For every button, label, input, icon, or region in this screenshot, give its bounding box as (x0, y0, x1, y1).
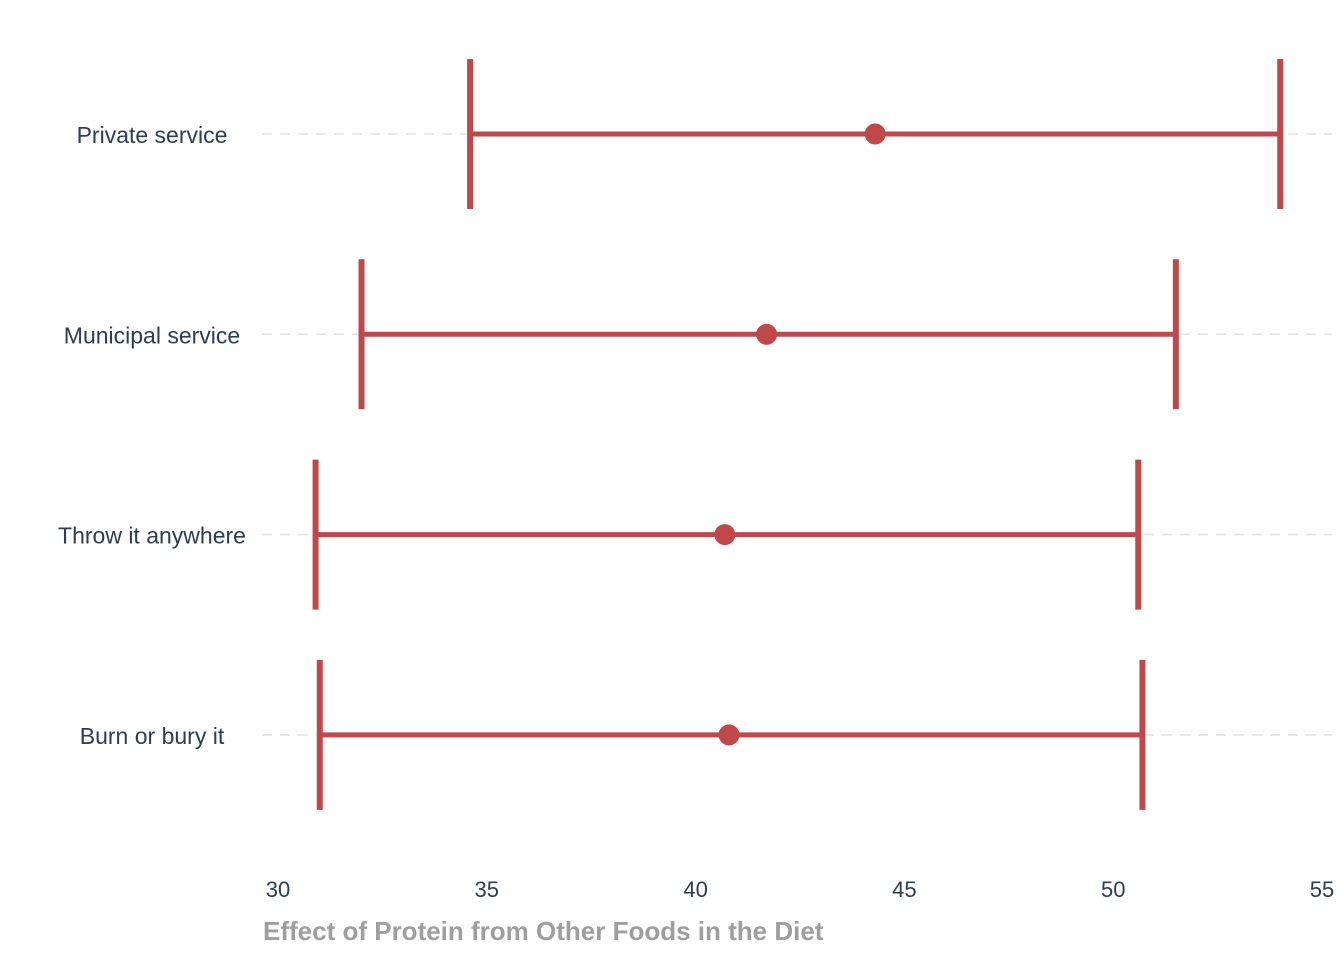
x-tick-label: 40 (683, 877, 707, 902)
x-tick-label: 35 (475, 877, 499, 902)
x-tick-label: 30 (266, 877, 290, 902)
category-label: Throw it anywhere (58, 523, 246, 549)
estimate-point (714, 524, 736, 546)
error-bars (312, 59, 1284, 810)
estimate-point (718, 724, 740, 746)
x-tick-label: 45 (892, 877, 916, 902)
category-label: Municipal service (64, 322, 240, 348)
x-tick-label: 55 (1310, 877, 1334, 902)
estimate-point (864, 123, 886, 145)
x-tick-label: 50 (1101, 877, 1125, 902)
category-labels: Private service Municipal service Throw it… (58, 122, 246, 749)
estimate-points (714, 123, 886, 746)
gridlines (262, 133, 1332, 736)
category-label: Burn or bury it (80, 723, 225, 749)
x-axis-ticks: 30 35 40 45 50 55 (266, 877, 1334, 902)
category-label: Private service (77, 122, 228, 148)
estimate-point (756, 323, 778, 345)
x-axis-title: Effect of Protein from Other Foods in th… (263, 916, 824, 946)
